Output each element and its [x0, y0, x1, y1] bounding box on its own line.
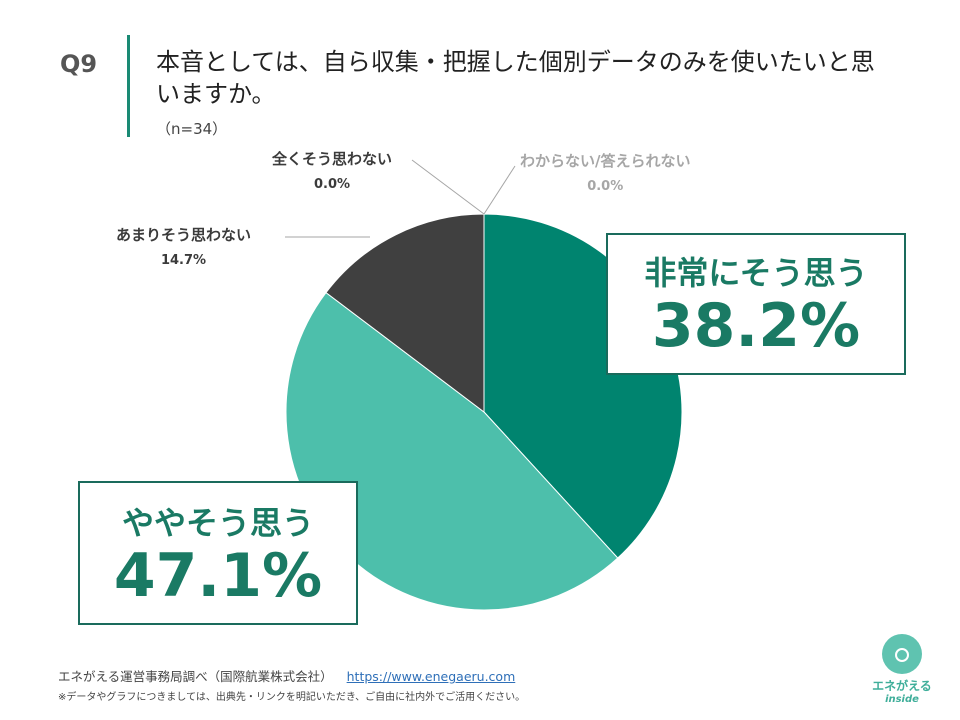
label-amari: あまりそう思わない 14.7% [116, 224, 251, 268]
leader-line-wakaranai [483, 165, 516, 215]
callout-hijou-name: 非常にそう思う [644, 254, 868, 292]
callout-hijou: 非常にそう思う 38.2% [606, 233, 906, 375]
label-wakaranai-name: わからない/答えられない [520, 152, 691, 170]
callout-hijou-pct: 38.2% [651, 291, 861, 361]
label-mattaku-name: 全くそう思わない [272, 150, 393, 168]
usage-note: ※データやグラフにつきましては、出典先・リンクを明記いただき、ご自由に社内外でご… [58, 692, 526, 703]
logo-name: エネがえる [872, 679, 932, 693]
logo-sub: inside [885, 694, 919, 705]
leader-line-zenku [411, 159, 485, 215]
label-wakaranai: わからない/答えられない 0.0% [520, 150, 690, 194]
sample-size: （n=34） [156, 120, 228, 138]
callout-yaya-name: ややそう思う [121, 504, 314, 542]
callout-yaya: ややそう思う 47.1% [78, 481, 358, 625]
title-divider [127, 35, 130, 137]
source-link[interactable]: https://www.enegaeru.com [346, 669, 516, 684]
label-amari-name: あまりそう思わない [116, 226, 252, 244]
pie-slice-2 [325, 213, 485, 414]
enegaeru-logo: エネがえる inside [866, 634, 938, 706]
label-mattaku-pct: 0.0% [313, 177, 351, 192]
label-wakaranai-pct: 0.0% [587, 179, 624, 194]
label-mattaku: 全くそう思わない 0.0% [272, 148, 392, 192]
callout-yaya-pct: 47.1% [113, 541, 323, 611]
question-title: 本音としては、自ら収集・把握した個別データのみを使いたいと思いますか。 [156, 48, 875, 108]
question-number: Q9 [60, 50, 98, 78]
label-amari-pct: 14.7% [160, 253, 207, 268]
source-line: エネがえる運営事務局調べ（国際航業株式会社） https://www.enega… [58, 666, 515, 685]
source-text: エネがえる運営事務局調べ（国際航業株式会社） [58, 669, 333, 684]
logo-bulb-icon [882, 634, 922, 674]
